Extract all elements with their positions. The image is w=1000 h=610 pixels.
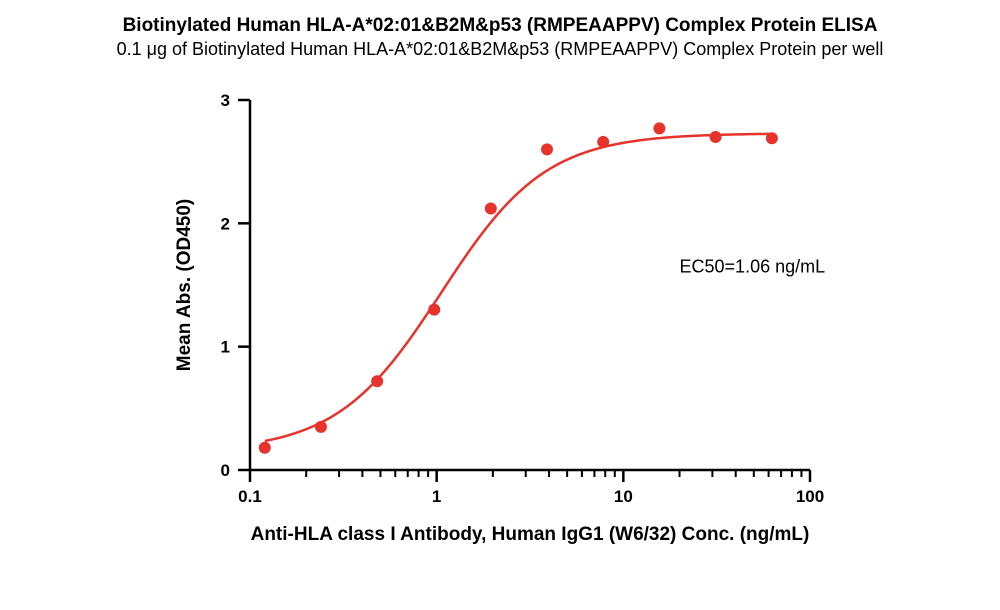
data-point <box>653 122 665 134</box>
ec50-annotation: EC50=1.06 ng/mL <box>680 257 826 277</box>
x-tick-label: 10 <box>614 487 633 506</box>
data-point <box>259 442 271 454</box>
data-point <box>597 136 609 148</box>
chart-subtitle: 0.1 μg of Biotinylated Human HLA-A*02:01… <box>0 39 1000 60</box>
y-axis-label: Mean Abs. (OD450) <box>174 199 195 371</box>
title-block: Biotinylated Human HLA-A*02:01&B2M&p53 (… <box>0 0 1000 60</box>
data-point <box>541 143 553 155</box>
data-point <box>710 131 722 143</box>
chart-title: Biotinylated Human HLA-A*02:01&B2M&p53 (… <box>0 15 1000 37</box>
fit-curve <box>265 134 772 441</box>
data-point <box>315 421 327 433</box>
x-tick-label: 100 <box>796 487 824 506</box>
data-point <box>485 203 497 215</box>
x-tick-label: 0.1 <box>238 487 262 506</box>
y-tick-label: 2 <box>221 214 230 233</box>
chart-svg: 0.1 1 10 100 0 1 2 3 Anti-HLA class I Antibody, … <box>160 80 860 580</box>
y-tick-label: 1 <box>221 338 230 357</box>
data-point <box>766 132 778 144</box>
data-point <box>371 375 383 387</box>
plot-area: 0.1 1 10 100 0 1 2 3 Anti-HLA class I Antibody, … <box>160 80 860 580</box>
y-tick-label: 3 <box>221 91 230 110</box>
y-tick-label: 0 <box>221 461 230 480</box>
data-point <box>428 304 440 316</box>
figure-container: Biotinylated Human HLA-A*02:01&B2M&p53 (… <box>0 0 1000 610</box>
x-axis-label: Anti-HLA class I Antibody, Human IgG1 (W… <box>251 524 810 545</box>
x-tick-label: 1 <box>432 487 441 506</box>
